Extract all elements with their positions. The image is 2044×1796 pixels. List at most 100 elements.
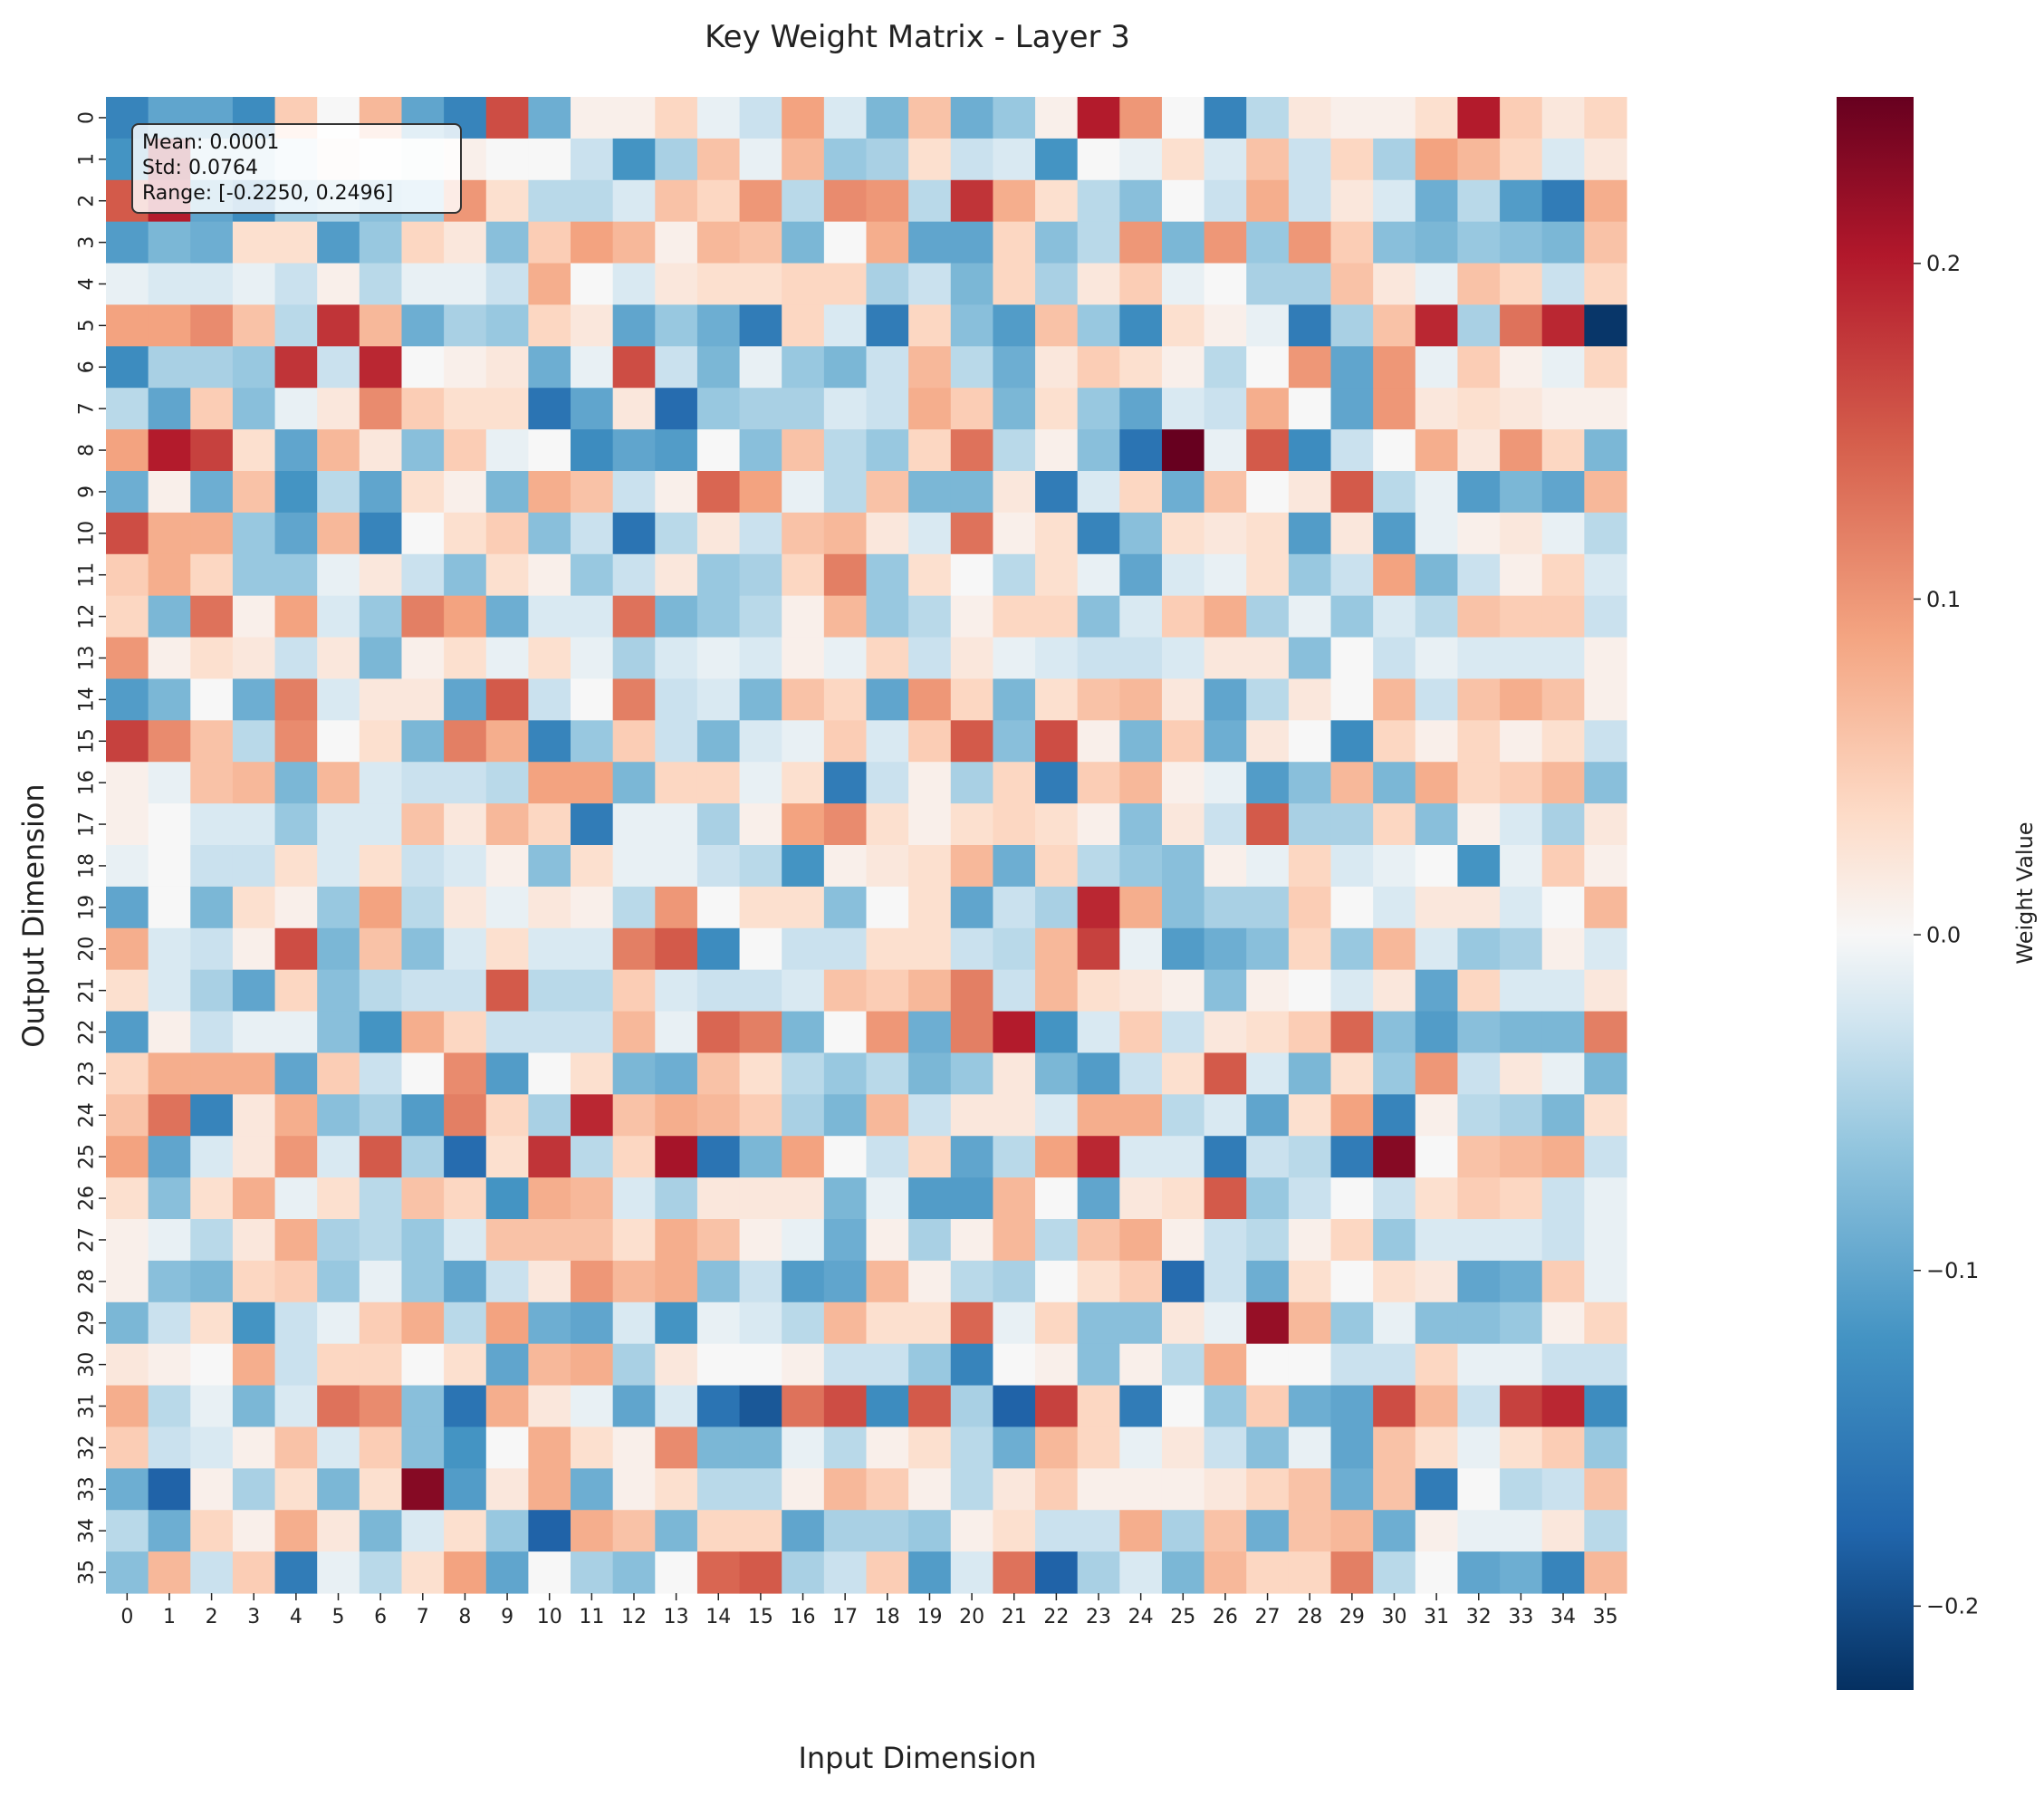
heatmap-cell-r33-c7 <box>401 1468 445 1511</box>
heatmap-cell-r32-c29 <box>1330 1426 1374 1469</box>
heatmap-cell-r16-c14 <box>696 762 741 804</box>
heatmap-cell-r22-c7 <box>401 1011 445 1054</box>
heatmap-cell-r20-c29 <box>1330 927 1374 971</box>
heatmap-cell-r10-c19 <box>908 512 952 555</box>
colorbar-label: Weight Value <box>2012 821 2038 964</box>
heatmap-cell-r8-c8 <box>444 429 487 472</box>
heatmap-cell-r23-c3 <box>232 1052 276 1095</box>
heatmap-cell-r27-c29 <box>1330 1219 1374 1262</box>
heatmap-cell-r4-c20 <box>950 263 994 306</box>
heatmap-cell-r29-c0 <box>106 1301 149 1345</box>
heatmap-cell-r3-c16 <box>782 221 825 264</box>
heatmap-cell-r25-c16 <box>782 1136 825 1178</box>
heatmap-cell-r18-c19 <box>908 845 952 888</box>
heatmap-cell-r14-c12 <box>612 678 656 721</box>
heatmap-cell-r21-c7 <box>401 969 445 1013</box>
heatmap-cell-r17-c35 <box>1584 803 1627 846</box>
heatmap-cell-r14-c16 <box>782 678 825 721</box>
heatmap-cell-r32-c18 <box>866 1426 909 1469</box>
heatmap-cell-r24-c12 <box>612 1094 656 1137</box>
heatmap-cell-r16-c34 <box>1541 762 1585 804</box>
heatmap-cell-r22-c6 <box>359 1011 403 1054</box>
heatmap-cell-r13-c18 <box>866 637 909 680</box>
heatmap-cell-r9-c11 <box>571 471 614 514</box>
heatmap-cell-r15-c18 <box>866 720 909 763</box>
heatmap-cell-r3-c25 <box>1161 221 1205 264</box>
heatmap-cell-r22-c21 <box>993 1011 1036 1054</box>
heatmap-cell-r13-c12 <box>612 637 656 680</box>
heatmap-cell-r2-c13 <box>655 179 698 223</box>
heatmap-cell-r16-c17 <box>823 762 868 804</box>
heatmap-cell-r15-c9 <box>485 720 529 763</box>
heatmap-cell-r30-c32 <box>1457 1343 1501 1387</box>
heatmap-cell-r13-c0 <box>106 637 149 680</box>
heatmap-cell-r1-c35 <box>1584 138 1627 181</box>
heatmap-cell-r26-c20 <box>950 1177 994 1220</box>
heatmap-cell-r2-c23 <box>1077 179 1120 223</box>
heatmap-cell-r18-c30 <box>1373 845 1416 888</box>
heatmap-cell-r32-c24 <box>1119 1426 1163 1469</box>
heatmap-cell-r17-c11 <box>571 803 614 846</box>
heatmap-cell-r4-c30 <box>1373 263 1416 306</box>
heatmap-cell-r19-c30 <box>1373 886 1416 929</box>
heatmap-cell-r10-c12 <box>612 512 656 555</box>
heatmap-cell-r16-c24 <box>1119 762 1163 804</box>
heatmap-cell-r8-c18 <box>866 429 909 472</box>
heatmap-cell-r19-c32 <box>1457 886 1501 929</box>
heatmap-cell-r34-c18 <box>866 1510 909 1552</box>
heatmap-cell-r30-c8 <box>444 1343 487 1387</box>
heatmap-cell-r3-c11 <box>571 221 614 264</box>
heatmap-cell-r2-c14 <box>696 179 741 223</box>
heatmap-cell-r22-c24 <box>1119 1011 1163 1054</box>
heatmap-cell-r17-c32 <box>1457 803 1501 846</box>
heatmap-cell-r5-c30 <box>1373 304 1416 347</box>
heatmap-cell-r34-c8 <box>444 1510 487 1552</box>
heatmap-cell-r13-c17 <box>823 637 868 680</box>
heatmap-cell-r35-c19 <box>908 1551 952 1594</box>
heatmap-cell-r7-c7 <box>401 388 445 430</box>
heatmap-cell-r28-c33 <box>1500 1260 1543 1303</box>
x-tick-label: 3 <box>247 1606 260 1628</box>
heatmap-cell-r11-c17 <box>823 553 868 597</box>
heatmap-cell-r27-c2 <box>190 1219 234 1262</box>
heatmap-cell-r32-c10 <box>528 1426 571 1469</box>
heatmap-cell-r9-c20 <box>950 471 994 514</box>
heatmap-cell-r23-c2 <box>190 1052 234 1095</box>
heatmap-cell-r28-c6 <box>359 1260 403 1303</box>
heatmap-cell-r26-c27 <box>1246 1177 1290 1220</box>
heatmap-cell-r29-c30 <box>1373 1301 1416 1345</box>
heatmap-cell-r2-c16 <box>782 179 825 223</box>
heatmap-cell-r10-c33 <box>1500 512 1543 555</box>
heatmap-cell-r11-c11 <box>571 553 614 597</box>
heatmap-cell-r17-c21 <box>993 803 1036 846</box>
heatmap-cell-r25-c32 <box>1457 1136 1501 1178</box>
colorbar-ticks: −0.2 −0.1 0.0 0.1 0.2 <box>1914 251 1979 1619</box>
heatmap-cell-r12-c12 <box>612 595 656 639</box>
heatmap-cell-r9-c27 <box>1246 471 1290 514</box>
heatmap-cell-r14-c19 <box>908 678 952 721</box>
heatmap-cell-r22-c16 <box>782 1011 825 1054</box>
heatmap-cell-r8-c28 <box>1288 429 1332 472</box>
heatmap-cell-r11-c7 <box>401 553 445 597</box>
heatmap-cell-r34-c2 <box>190 1510 234 1552</box>
colorbar <box>1837 97 1914 1690</box>
heatmap-cell-r34-c9 <box>485 1510 529 1552</box>
heatmap-cell-r23-c4 <box>274 1052 318 1095</box>
heatmap-cell-r18-c23 <box>1077 845 1120 888</box>
heatmap-cell-r5-c13 <box>655 304 698 347</box>
heatmap-cell-r8-c23 <box>1077 429 1120 472</box>
heatmap-cell-r25-c0 <box>106 1136 149 1178</box>
heatmap-cell-r33-c5 <box>317 1468 360 1511</box>
heatmap-cell-r28-c5 <box>317 1260 360 1303</box>
heatmap-cell-r25-c33 <box>1500 1136 1543 1178</box>
heatmap-cell-r4-c32 <box>1457 263 1501 306</box>
heatmap-cell-r0-c26 <box>1204 97 1247 139</box>
heatmap-cell-r14-c34 <box>1541 678 1585 721</box>
heatmap-cell-r17-c17 <box>823 803 868 846</box>
heatmap-cell-r26-c26 <box>1204 1177 1247 1220</box>
x-tick-label: 20 <box>959 1606 984 1628</box>
heatmap-cell-r14-c0 <box>106 678 149 721</box>
heatmap-cell-r15-c30 <box>1373 720 1416 763</box>
heatmap-cell-r23-c23 <box>1077 1052 1120 1095</box>
heatmap-cell-r14-c29 <box>1330 678 1374 721</box>
